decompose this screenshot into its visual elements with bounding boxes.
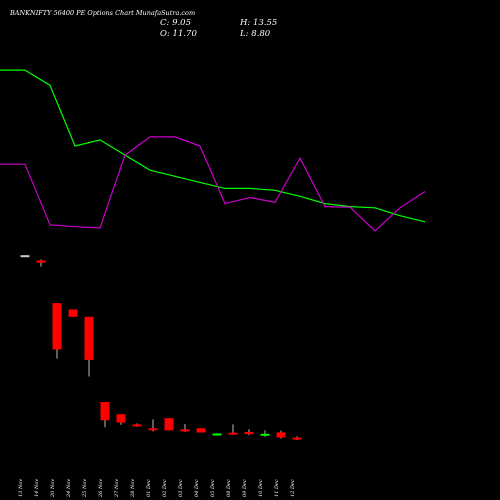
candle-body xyxy=(36,260,46,263)
x-tick-label: 04 Dec xyxy=(194,479,200,497)
open-label: O: 11.70 xyxy=(160,29,197,39)
candle-body xyxy=(100,402,110,421)
x-tick-label: 26 Nov xyxy=(98,479,104,498)
candle-body xyxy=(164,418,174,431)
chart-title: BANKNIFTY 56400 PE Options Chart MunafaS… xyxy=(9,9,195,17)
x-tick-label: 01 Dec xyxy=(146,479,152,497)
candle xyxy=(180,423,190,432)
candle-body xyxy=(84,316,94,360)
candle-body xyxy=(132,424,142,427)
x-tick-label: 05 Dec xyxy=(210,479,216,497)
candle-body xyxy=(116,414,126,423)
candle xyxy=(132,423,142,427)
candle xyxy=(68,309,78,317)
x-tick-label: 08 Dec xyxy=(226,479,232,497)
candle-body xyxy=(260,433,270,436)
x-tick-label: 10 Dec xyxy=(258,479,264,497)
x-tick-label: 28 Nov xyxy=(130,479,136,498)
candle xyxy=(292,436,302,440)
x-tick-label: 14 Nov xyxy=(34,479,40,497)
low-label: L: 8.80 xyxy=(239,29,271,39)
candle-body xyxy=(180,429,190,432)
candle xyxy=(100,402,110,428)
candle-body xyxy=(52,303,62,350)
candle-body xyxy=(244,431,254,435)
candle-body xyxy=(68,309,78,317)
line-series-1 xyxy=(0,69,426,223)
high-label: H: 13.55 xyxy=(239,18,277,28)
candle xyxy=(148,419,158,432)
candles-group xyxy=(20,255,302,440)
x-tick-label: 27 Nov xyxy=(114,479,120,498)
candle-body xyxy=(20,255,30,258)
line-series-group xyxy=(0,69,426,232)
candle-body xyxy=(148,428,158,431)
candle xyxy=(260,430,270,437)
candle xyxy=(20,255,30,258)
candle xyxy=(228,424,238,435)
candle-body xyxy=(212,433,222,436)
candle xyxy=(84,316,94,377)
x-tick-label: 25 Nov xyxy=(82,479,88,498)
x-tick-label: 09 Dec xyxy=(242,479,248,497)
candle xyxy=(212,433,222,436)
x-tick-label: 11 Dec xyxy=(274,479,280,497)
candle xyxy=(196,428,206,433)
x-tick-label: 20 Nov xyxy=(50,479,56,498)
candle xyxy=(244,429,254,436)
candle xyxy=(116,414,126,425)
candle-body xyxy=(276,432,286,438)
candle-body xyxy=(196,428,206,433)
candle xyxy=(52,303,62,359)
candle xyxy=(36,259,46,267)
x-tick-label: 03 Dec xyxy=(178,479,184,497)
close-label: C: 9.05 xyxy=(160,18,191,28)
x-tick-label: 12 Dec xyxy=(290,479,296,497)
candle-body xyxy=(228,432,238,435)
candle xyxy=(164,418,174,431)
x-tick-label: 24 Nov xyxy=(66,479,72,498)
line-series-2 xyxy=(0,136,426,232)
x-tick-label: 13 Nov xyxy=(18,479,24,497)
candle xyxy=(276,430,286,439)
x-tick-label: 02 Dec xyxy=(162,479,168,497)
candle-body xyxy=(292,437,302,440)
x-tick-labels: 13 Nov 14 Nov 20 Nov 24 Nov 25 Nov 26 Nov 27 N… xyxy=(18,479,296,498)
